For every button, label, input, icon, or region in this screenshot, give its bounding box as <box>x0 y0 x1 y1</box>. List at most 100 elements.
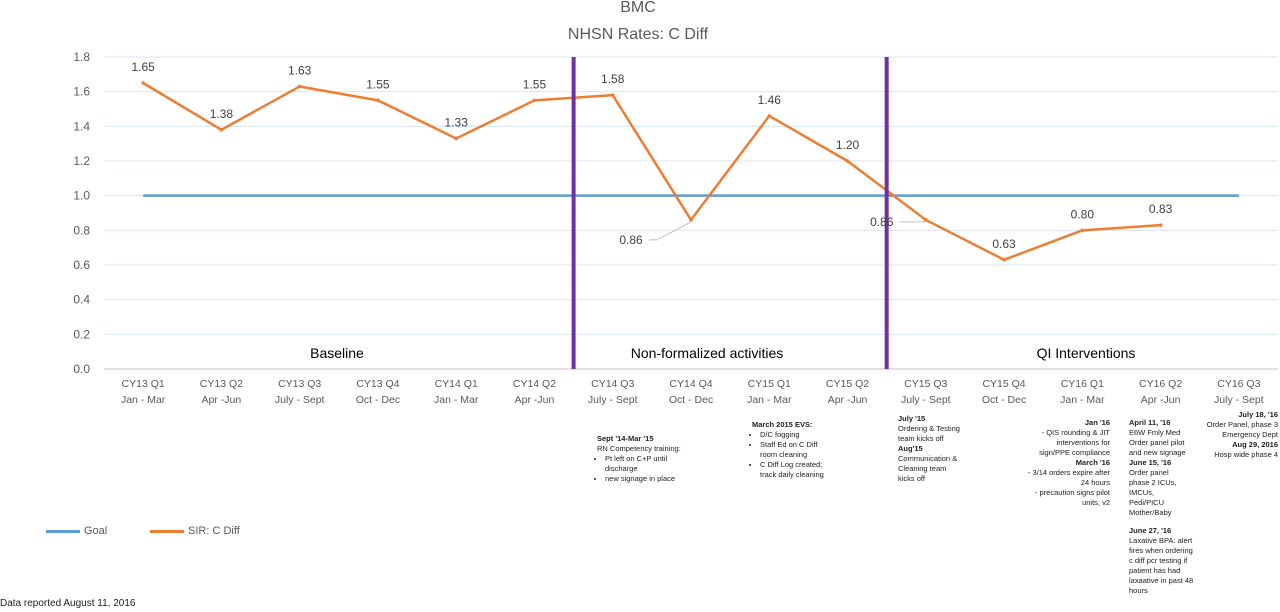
x-tick-label: CY14 Q4 <box>669 378 712 390</box>
note-cy16q2: April 11, '16 E6W Fmly Med Order panel p… <box>1129 418 1195 596</box>
note-cy14q3-bullet: new signage in place <box>605 474 681 484</box>
x-tick-sublabel: July - Sept <box>1214 394 1264 406</box>
note-cy15q1-bullet: D/C fogging <box>760 430 838 440</box>
note-cy16q1-title1: Jan '16 <box>1084 418 1110 427</box>
note-cy15q1-title: March 2015 EVS: <box>752 420 813 429</box>
x-tick-sublabel: Apr -Jun <box>202 394 242 406</box>
y-tick-label: 1.4 <box>73 119 90 133</box>
data-label: 0.63 <box>992 237 1016 251</box>
x-tick-sublabel: Jan - Mar <box>121 394 166 406</box>
note-cy14q3-list: Pt left on C+P until discharge new signa… <box>597 454 681 484</box>
legend-sir: SIR: C Diff <box>150 525 240 537</box>
data-label: 1.33 <box>445 115 469 129</box>
note-cy16q2-text1: E6W Fmly Med Order panel pilot and new s… <box>1129 428 1186 457</box>
sir-point <box>1080 228 1085 233</box>
x-tick-label: CY13 Q3 <box>278 378 321 390</box>
note-cy16q2-text3: Laxative BPA: alert fires when ordering … <box>1129 536 1194 595</box>
x-tick-sublabel: Apr -Jun <box>828 394 868 406</box>
x-tick-label: CY16 Q1 <box>1061 378 1104 390</box>
sir-point <box>610 93 615 97</box>
note-cy14q3-line: RN Competency training: <box>597 444 681 453</box>
note-cy16q2-title1: April 11, '16 <box>1129 418 1171 427</box>
x-tick-sublabel: Apr -Jun <box>515 394 555 406</box>
note-cy16q2-title2: June 15, '16 <box>1129 458 1172 467</box>
data-label: 1.38 <box>210 107 234 121</box>
legend-sir-swatch <box>150 529 184 533</box>
data-label: 0.86 <box>619 233 643 247</box>
x-tick-label: CY15 Q1 <box>748 378 791 390</box>
note-cy16q3: July 18, '16 Order Panel, phase 3 Emerge… <box>1200 410 1278 460</box>
note-cy16q3-text1: Order Panel, phase 3 Emergency Dept <box>1206 420 1278 439</box>
data-label: 1.55 <box>366 77 390 91</box>
data-label: 0.80 <box>1071 207 1095 221</box>
sir-line <box>142 81 1161 262</box>
y-tick-label: 0.6 <box>73 258 90 272</box>
legend-goal-swatch <box>46 529 80 533</box>
y-tick-label: 0.0 <box>73 362 90 376</box>
x-tick-label: CY15 Q2 <box>826 378 869 390</box>
sir-point <box>845 159 850 163</box>
note-cy16q3-title1: July 18, '16 <box>1238 410 1278 419</box>
phase-label: QI Interventions <box>1037 345 1136 361</box>
x-tick-label: CY14 Q2 <box>513 378 556 390</box>
x-tick-label: CY14 Q3 <box>591 378 634 390</box>
x-tick-sublabel: Oct - Dec <box>356 394 400 406</box>
note-cy16q1-text2a: - 3/14 orders expire after 24 hours <box>1027 468 1110 487</box>
x-tick-sublabel: Oct - Dec <box>669 394 713 406</box>
data-label: 1.46 <box>758 93 782 107</box>
footer-data-reported: Data reported August 11, 2016 <box>0 598 136 609</box>
y-tick-label: 1.6 <box>73 85 90 99</box>
note-cy15q3: July '15 Ordering & Testing team kicks o… <box>898 414 972 484</box>
x-tick-sublabel: July - Sept <box>588 394 638 406</box>
note-cy15q3-text2: Communication & Cleaning team kicks off <box>898 454 958 483</box>
data-label: 0.86 <box>870 215 894 229</box>
note-cy14q3-title: Sept '14-Mar '15 <box>597 434 654 443</box>
x-tick-sublabel: July - Sept <box>275 394 325 406</box>
sir-point <box>767 114 772 118</box>
legend-sir-label: SIR: C Diff <box>188 525 240 537</box>
note-cy16q1-text1: - QIS rounding & JIT interventions for s… <box>1039 428 1110 457</box>
x-tick-label: CY15 Q4 <box>982 378 1025 390</box>
note-cy16q3-title2: Aug 29, 2016 <box>1232 440 1278 449</box>
sir-point <box>219 128 224 132</box>
y-tick-label: 0.2 <box>73 327 90 341</box>
x-tick-label: CY13 Q1 <box>122 378 165 390</box>
x-tick-label: CY15 Q3 <box>904 378 947 390</box>
note-cy15q3-title2: Aug'15 <box>898 444 923 453</box>
x-tick-label: CY16 Q2 <box>1139 378 1182 390</box>
sir-point <box>141 81 145 85</box>
x-tick-sublabel: Jan - Mar <box>1060 394 1105 406</box>
note-cy16q2-text2: Order panel phase 2 ICUs, IMCUs, Pedi/PI… <box>1129 468 1177 517</box>
data-label: 0.83 <box>1149 202 1173 216</box>
sir-point <box>532 98 537 103</box>
sir-point <box>376 98 380 103</box>
sir-point <box>924 218 928 222</box>
data-label: 1.20 <box>836 138 860 152</box>
x-tick-sublabel: Apr -Jun <box>1141 394 1181 406</box>
note-cy15q3-text1: Ordering & Testing team kicks off <box>898 424 960 443</box>
y-tick-label: 0.8 <box>73 223 90 237</box>
note-cy15q1: March 2015 EVS: D/C fogging Staff Ed on … <box>752 420 838 480</box>
note-cy16q1-text2b: - precaution signs pilot units, v2 <box>1034 488 1110 507</box>
x-tick-sublabel: Oct - Dec <box>982 394 1026 406</box>
note-cy15q3-title1: July '15 <box>898 414 926 423</box>
data-label: 1.58 <box>601 72 625 86</box>
y-tick-label: 1.2 <box>73 154 90 168</box>
data-label: 1.55 <box>523 77 547 91</box>
y-tick-label: 0.4 <box>73 293 90 307</box>
note-cy14q3-bullet: Pt left on C+P until discharge <box>605 454 675 474</box>
chart-subtitle: NHSN Rates: C Diff <box>568 26 709 43</box>
chart-title: BMC <box>620 0 656 16</box>
legend-goal: Goal <box>46 525 107 537</box>
x-tick-sublabel: Jan - Mar <box>747 394 792 406</box>
note-cy16q3-text2: Hosp wide phase 4 <box>1214 450 1278 459</box>
sir-point <box>297 84 302 89</box>
note-cy15q1-list: D/C fogging Staff Ed on C Diff room clea… <box>752 430 838 480</box>
legend-goal-label: Goal <box>84 525 108 537</box>
sir-point <box>689 218 693 222</box>
sir-point <box>1002 258 1006 262</box>
data-label: 1.65 <box>131 60 155 74</box>
x-tick-label: CY14 Q1 <box>435 378 478 390</box>
phase-label: Non-formalized activities <box>631 345 784 361</box>
